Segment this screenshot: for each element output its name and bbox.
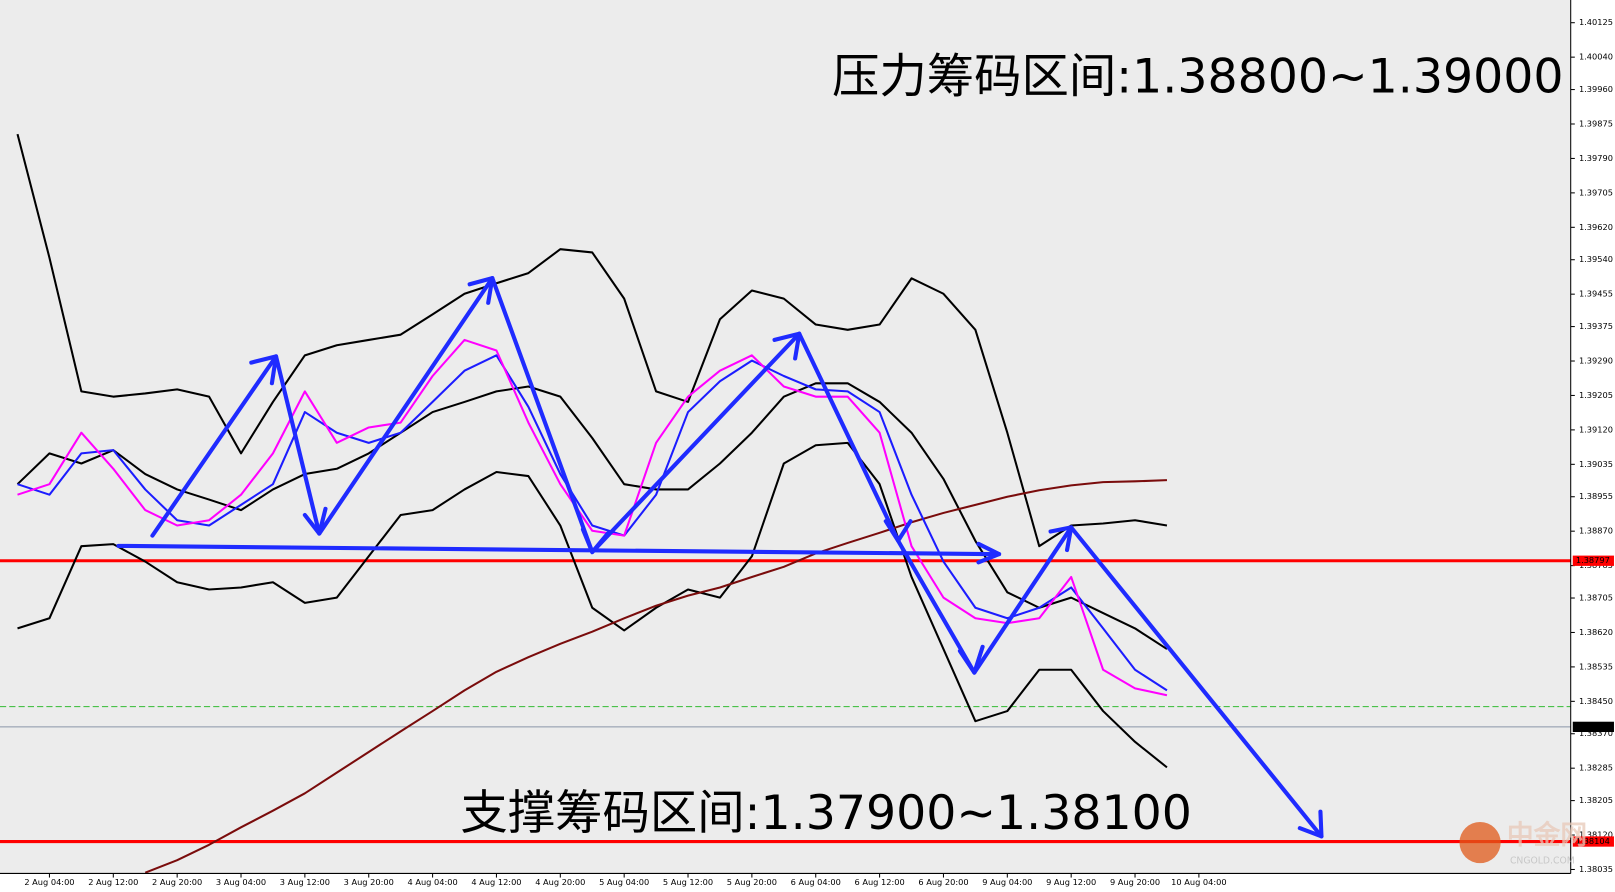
watermark-logo [1459, 821, 1501, 864]
y-tick-label: 1.38205 [1579, 795, 1613, 805]
arrow-head [1048, 525, 1074, 553]
series-line [17, 441, 1168, 769]
y-tick-label: 1.38035 [1579, 864, 1613, 874]
arrow-head [883, 519, 913, 543]
y-tick-label: 1.39705 [1579, 187, 1613, 197]
arrow-head [467, 276, 495, 305]
level-label: 1.38797 [1576, 555, 1610, 565]
plot-area [0, 0, 1571, 874]
x-tick-label: 2 Aug 12:00 [88, 877, 138, 887]
x-tick-label: 5 Aug 20:00 [727, 877, 777, 887]
x-tick-label: 6 Aug 20:00 [918, 877, 968, 887]
level-box [1572, 721, 1614, 733]
series [16, 133, 1168, 874]
arrow-head [772, 331, 802, 361]
series-line [16, 133, 1168, 548]
arrow-head [957, 644, 985, 675]
y-tick-label: 1.40040 [1579, 52, 1613, 62]
y-tick-label: 1.39375 [1579, 321, 1613, 331]
x-tick-label: 9 Aug 04:00 [982, 877, 1032, 887]
level-box [1572, 836, 1614, 847]
y-tick-label: 1.40125 [1579, 17, 1613, 27]
y-tick-label: 1.38370 [1579, 728, 1613, 738]
level-box [1572, 555, 1614, 566]
arrow-head [1297, 809, 1324, 839]
x-tick-label: 2 Aug 04:00 [24, 877, 74, 887]
x-tick-label: 4 Aug 20:00 [535, 877, 585, 887]
arrow-head [249, 354, 279, 386]
x-tick-label: 10 Aug 04:00 [1171, 877, 1226, 887]
trend-arrows [116, 276, 1324, 839]
annotation: 支撑筹码区间:1.37900~1.38100 [460, 786, 1191, 841]
y-tick-label: 1.39120 [1579, 424, 1613, 434]
y-tick-label: 1.38955 [1579, 491, 1613, 501]
x-tick-label: 4 Aug 12:00 [471, 877, 521, 887]
x-tick-label: 9 Aug 12:00 [1046, 877, 1096, 887]
watermark-text: 中金网 [1507, 819, 1587, 851]
series-line [17, 338, 1168, 697]
axis-labels: 1.40125 1.40040 1.39960 1.39875 1.39790 1.397… [24, 17, 1614, 887]
arrow-head [976, 541, 1002, 565]
x-tick-label: 3 Aug 20:00 [344, 877, 394, 887]
trend-line [150, 276, 1324, 839]
series-line [144, 479, 1168, 874]
x-tick-label: 4 Aug 04:00 [407, 877, 457, 887]
support-line [116, 543, 1002, 557]
x-tick-label: 5 Aug 12:00 [663, 877, 713, 887]
x-tick-label: 6 Aug 12:00 [855, 877, 905, 887]
watermark-sub: CNGOLD.COM [1510, 856, 1575, 867]
y-tick-label: 1.39790 [1579, 153, 1613, 163]
ticks [48, 22, 1575, 878]
y-tick-label: 1.38705 [1579, 593, 1613, 603]
y-tick-label: 1.38535 [1579, 661, 1613, 671]
level-label: 1.38104 [1576, 836, 1610, 846]
x-tick-label: 9 Aug 20:00 [1110, 877, 1160, 887]
annotation: 压力筹码区间:1.38800~1.39000 [832, 50, 1563, 105]
y-tick-label: 1.39290 [1579, 356, 1613, 366]
level-label: 1.38387 [1576, 721, 1610, 731]
x-tick-label: 3 Aug 12:00 [280, 877, 330, 887]
levels [0, 559, 1571, 844]
y-tick-label: 1.39455 [1579, 289, 1613, 299]
x-tick-label: 5 Aug 04:00 [599, 877, 649, 887]
x-tick-label: 2 Aug 20:00 [152, 877, 202, 887]
y-tick-label: 1.38620 [1579, 627, 1613, 637]
y-tick-label: 1.38450 [1579, 696, 1613, 706]
y-tick-label: 1.39205 [1579, 390, 1613, 400]
y-tick-label: 1.38285 [1579, 763, 1613, 773]
series-line [17, 354, 1168, 692]
y-tick-label: 1.39035 [1579, 459, 1613, 469]
y-tick-label: 1.39875 [1579, 118, 1613, 128]
watermark: 中金网 CNGOLD.COM [1459, 819, 1587, 867]
x-tick-label: 3 Aug 04:00 [216, 877, 266, 887]
arrow-head [302, 506, 328, 536]
y-tick-label: 1.39960 [1579, 84, 1613, 94]
y-tick-label: 1.38120 [1579, 830, 1613, 840]
y-tick-label: 1.38870 [1579, 526, 1613, 536]
y-tick-label: 1.39540 [1579, 254, 1613, 264]
arrow-head [580, 527, 610, 555]
y-tick-label: 1.39620 [1579, 222, 1613, 232]
series-line [16, 382, 1168, 650]
x-tick-label: 6 Aug 04:00 [791, 877, 841, 887]
